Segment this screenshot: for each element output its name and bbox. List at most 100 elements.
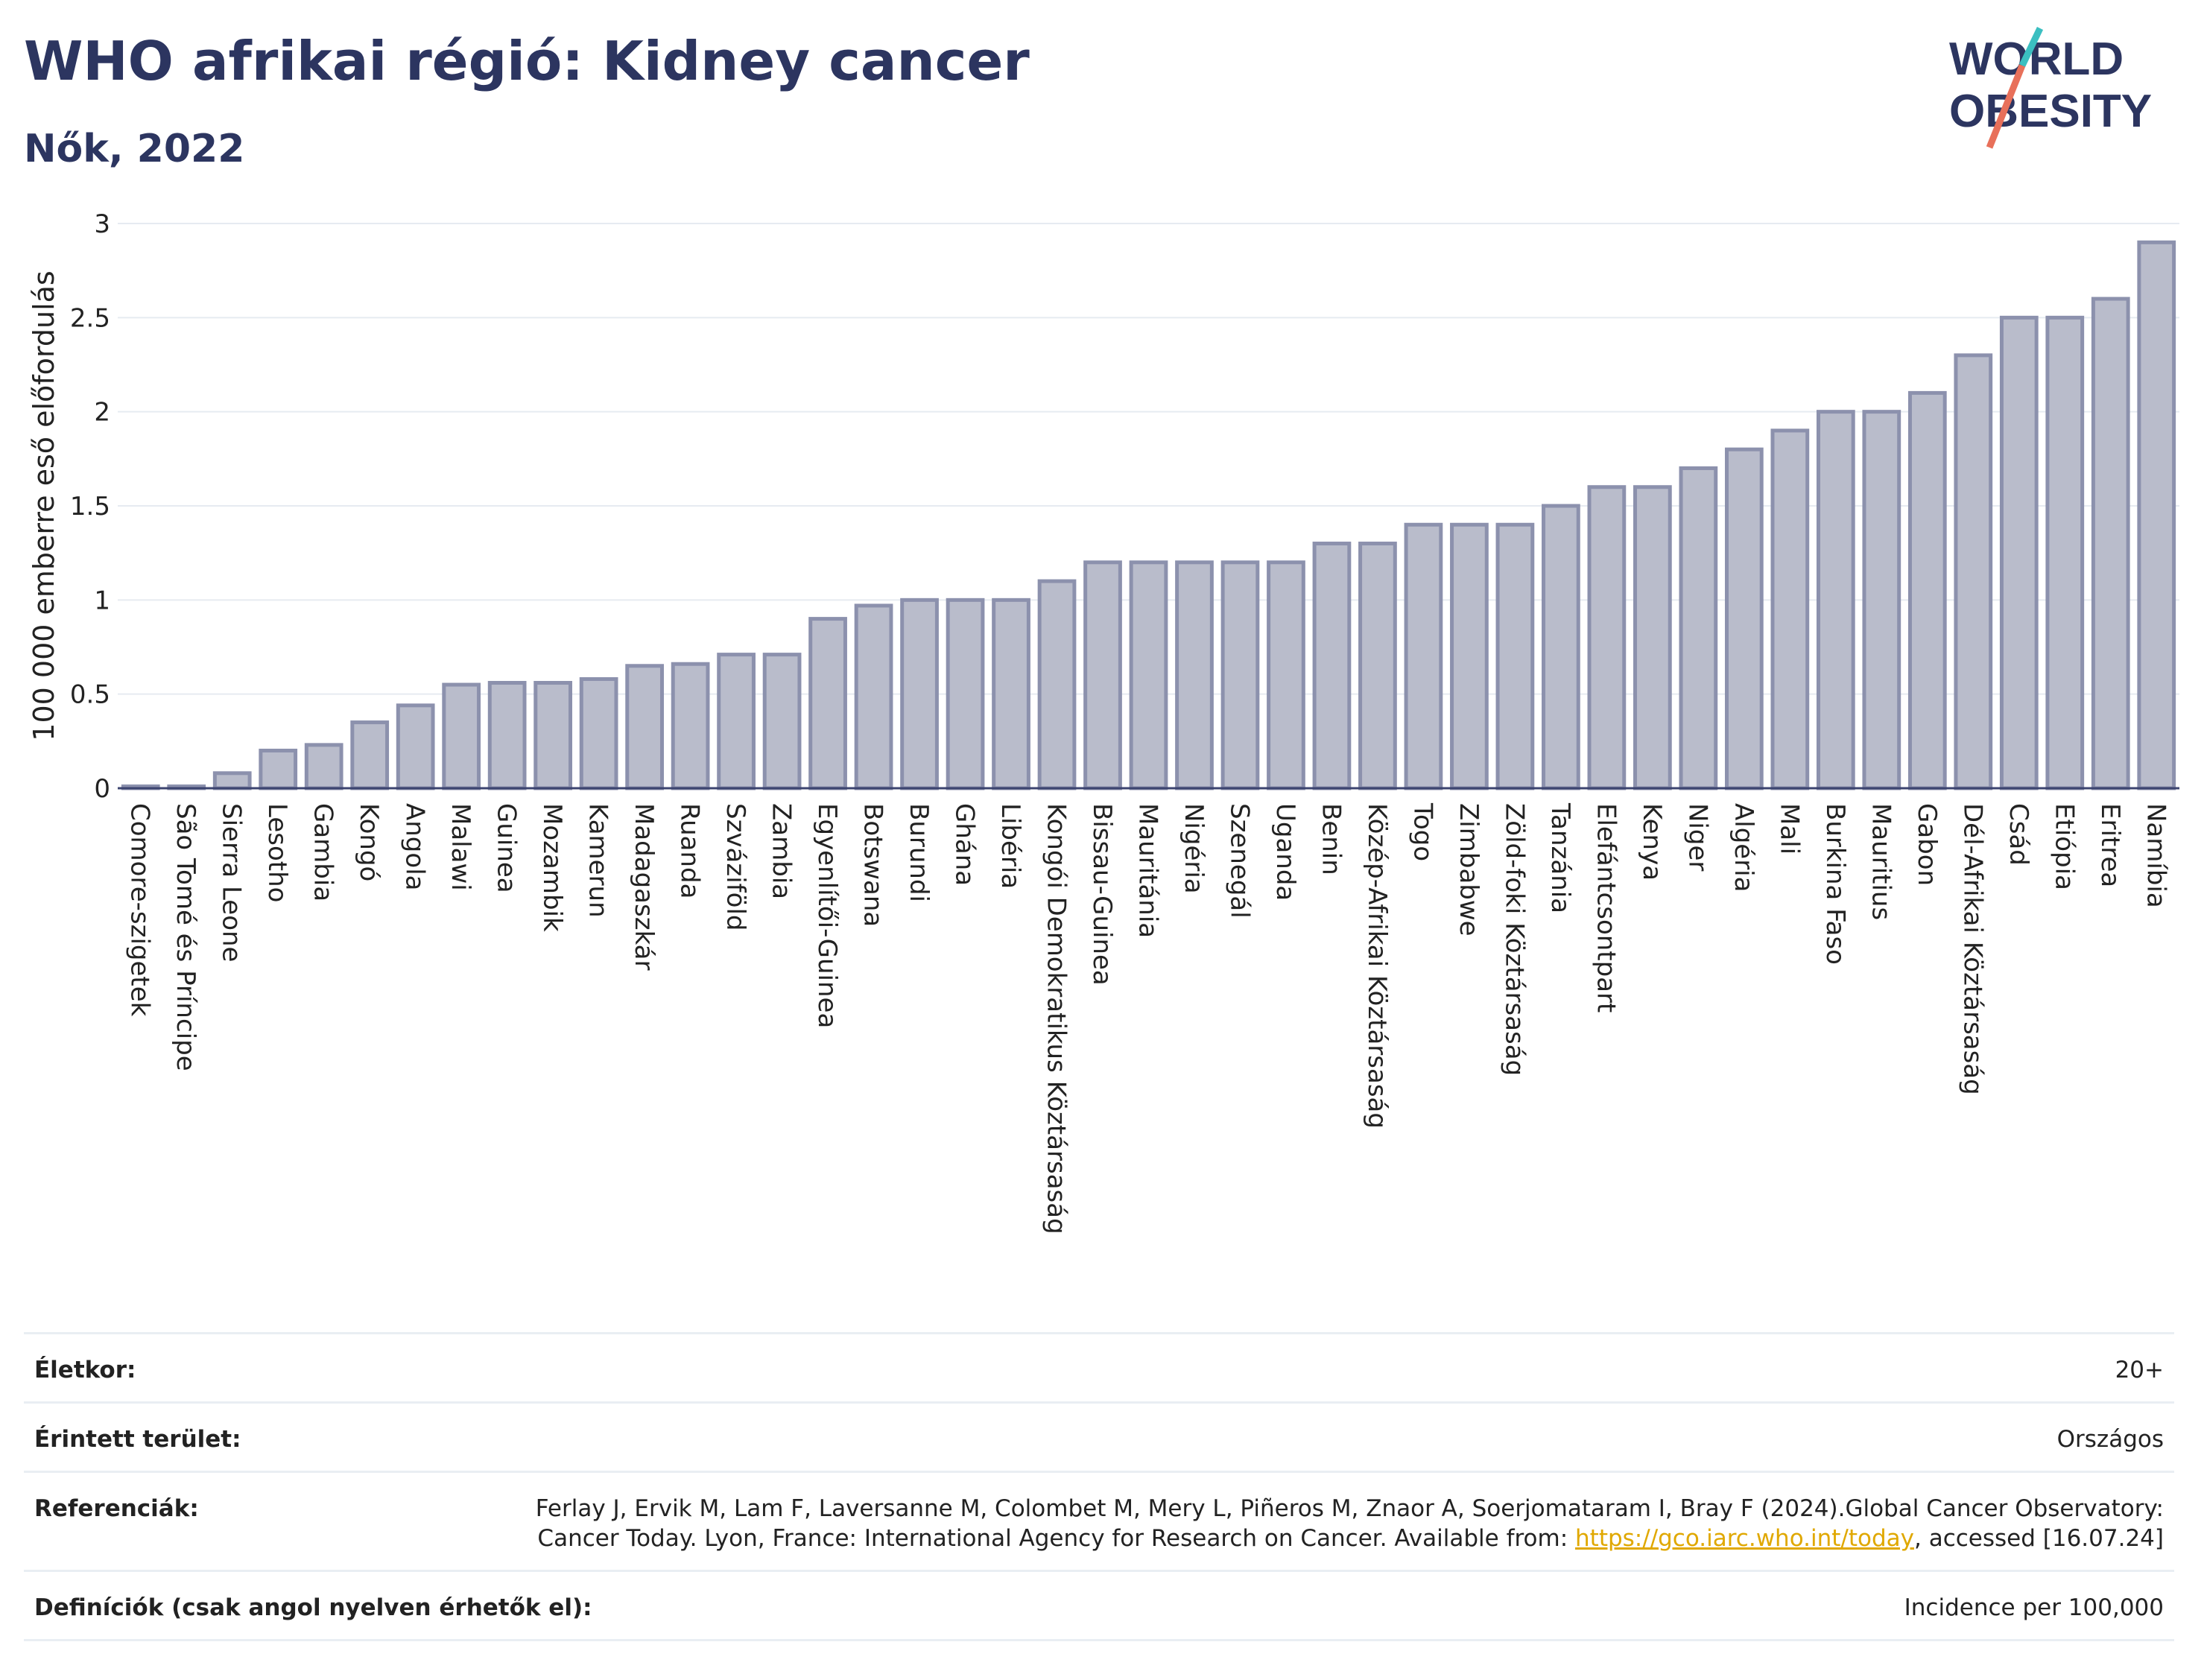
bar: [717, 653, 756, 790]
x-tick-label: Mozambik: [537, 803, 567, 932]
x-tick-label: Niger: [1682, 803, 1712, 871]
bar: [1770, 428, 1810, 790]
y-tick-label: 2.5: [70, 303, 110, 333]
x-tick-label: Comore-szigetek: [125, 803, 155, 1017]
bar: [1220, 560, 1260, 790]
x-tick-label: Kenya: [1637, 803, 1667, 881]
meta-value-age: 20+: [2115, 1357, 2164, 1383]
meta-value-references: Ferlay J, Ervik M, Lam F, Laversanne M, …: [525, 1494, 2164, 1553]
x-tick-label: Csád: [2004, 803, 2033, 866]
x-tick-label: Libéria: [995, 803, 1025, 889]
x-tick-label: Malawi: [446, 803, 475, 891]
bar: [1999, 315, 2039, 790]
bar: [1862, 410, 1901, 790]
x-tick-label: Ghána: [950, 803, 980, 886]
meta-label-definitions: Definíciók (csak angol nyelven érhetők e…: [34, 1594, 592, 1621]
y-tick-label: 1.5: [70, 492, 110, 522]
bar: [1037, 579, 1077, 790]
bar: [671, 662, 710, 790]
x-tick-label: Zambia: [767, 803, 797, 899]
bar: [1679, 466, 1718, 790]
x-tick-label: Angola: [400, 803, 430, 890]
meta-label-references: Referenciák:: [34, 1495, 199, 1522]
bar: [1542, 504, 1580, 790]
y-tick-label: 0: [94, 774, 110, 804]
bar: [992, 597, 1030, 790]
x-tick-label: Burundi: [904, 803, 934, 902]
x-tick-label: Ruanda: [675, 803, 705, 898]
x-tick-label: Sierra Leone: [217, 803, 247, 962]
x-tick-label: Botswana: [858, 803, 888, 927]
x-tick-label: Madagaszkár: [629, 803, 659, 970]
bar: [579, 676, 618, 790]
x-tick-label: Tanzánia: [1545, 802, 1575, 913]
bar: [487, 681, 527, 790]
bar: [396, 703, 435, 790]
bar: [442, 682, 481, 790]
bar: [1267, 560, 1305, 790]
page-subtitle: Nők, 2022: [24, 127, 245, 171]
x-tick-label: Szenegál: [1224, 803, 1254, 919]
x-tick-label: Mali: [1774, 803, 1804, 855]
bar: [1404, 522, 1443, 790]
bar: [762, 653, 802, 790]
reference-link[interactable]: https://gco.iarc.who.int/today: [1575, 1525, 1914, 1552]
bar: [212, 771, 252, 790]
meta-row-definitions: Definíciók (csak angol nyelven érhetők e…: [24, 1570, 2174, 1641]
x-tick-label: Uganda: [1270, 803, 1300, 901]
bar: [1129, 560, 1168, 790]
x-tick-label: Gabon: [1912, 803, 1942, 886]
bar: [1083, 560, 1122, 790]
bar: [350, 720, 390, 790]
meta-label-area: Érintett terület:: [34, 1426, 241, 1453]
x-tick-label: Gambia: [308, 803, 338, 901]
y-tick-label: 3: [94, 209, 110, 239]
meta-value-definitions: Incidence per 100,000: [1904, 1594, 2164, 1621]
x-tick-label: Mauritánia: [1133, 803, 1163, 938]
x-tick-label: Kamerun: [583, 803, 613, 918]
x-tick-label: Guinea: [492, 803, 522, 893]
x-tick-label: Lesotho: [262, 803, 292, 902]
bar: [1816, 410, 1855, 790]
x-tick-label: Eritrea: [2095, 803, 2125, 887]
y-tick-label: 2: [94, 398, 110, 428]
logo-slash-red: [1986, 64, 2026, 149]
bar: [1907, 390, 1947, 790]
x-tick-label: Togo: [1407, 802, 1437, 861]
bar: [304, 743, 343, 790]
bar: [2091, 297, 2130, 790]
bar: [1312, 542, 1352, 790]
bar: [1495, 522, 1535, 790]
bar: [259, 748, 298, 790]
x-tick-label: Mauritius: [1866, 803, 1896, 920]
x-tick-label: Egyenlítői-Guinea: [812, 803, 842, 1028]
x-tick-label: Közép-Afrikai Köztársaság: [1362, 803, 1392, 1129]
logo-slash-teal: [2018, 27, 2044, 67]
metadata-table: Életkor: 20+ Érintett terület: Országos …: [24, 1332, 2174, 1641]
bar-chart: 0 0.5 1 1.5 2 2.5 3 100 000 emberre eső előford…: [28, 209, 2179, 1234]
x-tick-label: Etiópia: [2049, 803, 2079, 890]
bar: [2045, 315, 2085, 790]
logo-line2: OBESITY: [1949, 86, 2152, 137]
page-title: WHO afrikai régió: Kidney cancer: [24, 30, 1030, 92]
bar: [2137, 240, 2176, 790]
bar: [946, 597, 985, 790]
reference-text: Ferlay J, Ervik M, Lam F, Laversanne M, …: [535, 1495, 2164, 1552]
bar: [1450, 522, 1489, 790]
meta-row-references: Referenciák: Ferlay J, Ervik M, Lam F, L…: [24, 1471, 2174, 1570]
x-tick-label: Algéria: [1729, 803, 1758, 892]
x-tick-label: Elefántcsontpart: [1591, 803, 1621, 1012]
x-tick-label: Nigéria: [1179, 803, 1209, 894]
y-tick-label: 0.5: [70, 680, 110, 710]
bar: [1954, 353, 1993, 790]
x-tick-label: Namíbia: [2141, 803, 2170, 908]
x-tick-label: Benin: [1316, 803, 1346, 875]
bar: [1587, 485, 1627, 790]
reference-accessed: , accessed [16.07.24]: [1913, 1525, 2164, 1552]
x-tick-label: São Tomé és Príncipe: [171, 803, 200, 1071]
meta-row-age: Életkor: 20+: [24, 1332, 2174, 1401]
meta-value-area: Országos: [2056, 1426, 2164, 1453]
meta-label-age: Életkor:: [34, 1357, 136, 1383]
bar: [533, 681, 573, 790]
bar: [1633, 485, 1672, 790]
